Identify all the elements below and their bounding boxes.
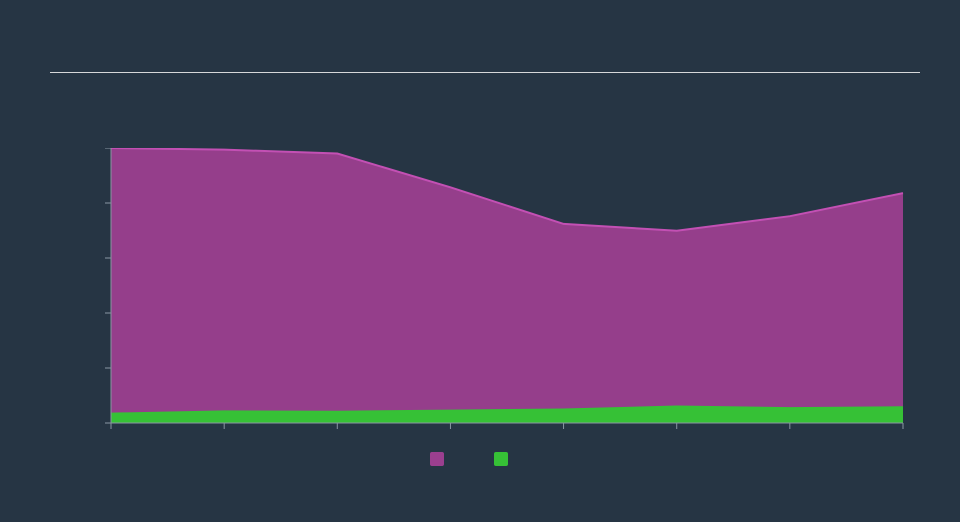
header-divider — [50, 72, 920, 73]
chart-card — [0, 0, 960, 522]
legend-swatch-0 — [430, 452, 444, 466]
area-series-purple — [111, 148, 903, 413]
chart-legend — [430, 452, 508, 466]
area-chart — [101, 148, 905, 433]
legend-swatch-1 — [494, 452, 508, 466]
area-chart-svg — [101, 148, 905, 433]
